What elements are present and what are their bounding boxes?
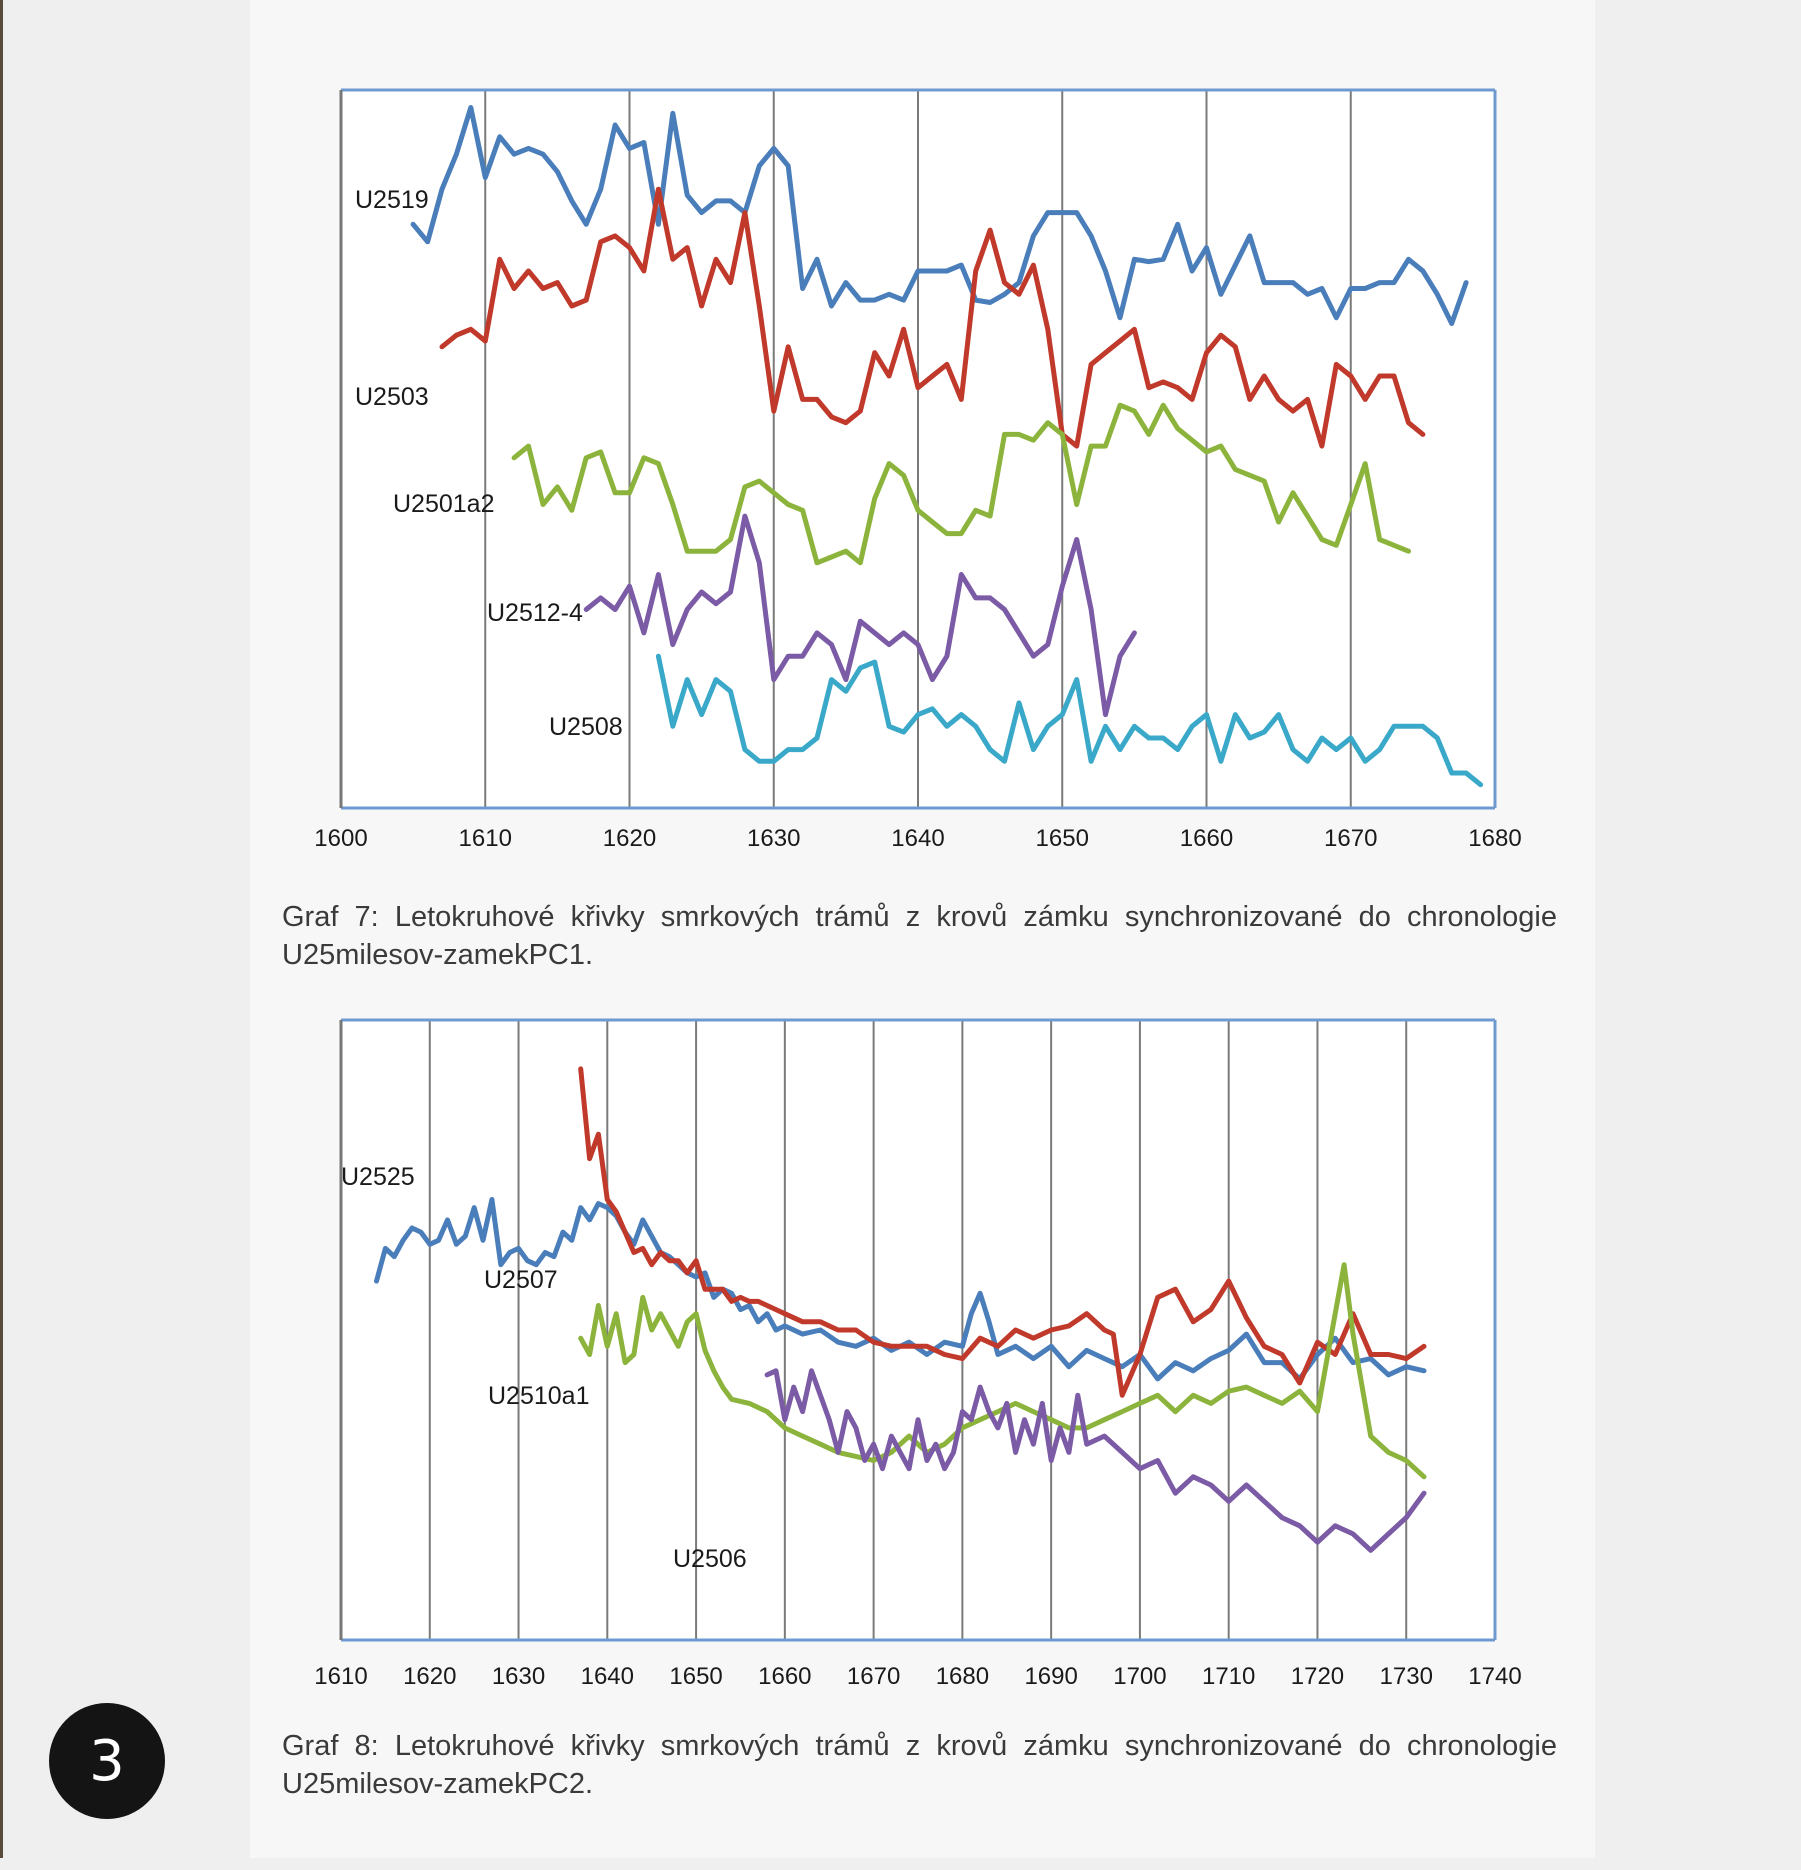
x-tick-label: 1620	[603, 825, 656, 852]
x-tick-label: 1720	[1291, 1663, 1344, 1690]
series-line-u2512-4	[583, 513, 1137, 718]
series-label-u2507: U2507	[484, 1266, 558, 1294]
x-tick-label: 1680	[936, 1663, 989, 1690]
series-line-u2525	[374, 1197, 1427, 1382]
page-number-badge: 3	[49, 1703, 165, 1819]
series-label-u2519: U2519	[355, 186, 429, 214]
caption-graf-7: Graf 7: Letokruhové křivky smrkových trá…	[282, 898, 1557, 974]
caption-graf-8-line1: Graf 8: Letokruhové křivky smrkových trá…	[282, 1730, 1557, 1762]
x-tick-label: 1620	[403, 1663, 456, 1690]
x-tick-label: 1670	[847, 1663, 900, 1690]
x-tick-label: 1650	[1036, 825, 1089, 852]
series-label-u2506: U2506	[673, 1545, 747, 1573]
x-tick-label: 1660	[758, 1663, 811, 1690]
x-tick-label: 1730	[1380, 1663, 1433, 1690]
series-line-u2519	[410, 105, 1469, 326]
caption-graf-7-line2: U25milesov-zamekPC1.	[282, 939, 594, 971]
caption-graf-8: Graf 8: Letokruhové křivky smrkových trá…	[282, 1727, 1557, 1803]
series-label-u2512-4: U2512-4	[487, 599, 583, 627]
x-tick-label: 1660	[1180, 825, 1233, 852]
series-label-u2510a1: U2510a1	[488, 1382, 589, 1410]
series-line-u2506	[764, 1368, 1427, 1553]
series-label-u2525: U2525	[341, 1163, 415, 1191]
x-tick-label: 1690	[1024, 1663, 1077, 1690]
x-tick-label: 1630	[747, 825, 800, 852]
series-line-u2503	[439, 186, 1426, 449]
x-tick-label: 1740	[1468, 1663, 1521, 1690]
chart-graf-7: 1600 1610 1620 1630 1640 1650 1660 1670 1680 U251…	[314, 88, 1522, 852]
x-tick-label: 1600	[314, 825, 367, 852]
x-tick-label: 1610	[459, 825, 512, 852]
series-label-u2508: U2508	[549, 713, 623, 741]
series-label-u2501a2: U2501a2	[393, 490, 494, 518]
x-tick-label: 1630	[492, 1663, 545, 1690]
x-tick-label: 1650	[669, 1663, 722, 1690]
x-tick-label: 1710	[1202, 1663, 1255, 1690]
page-edge	[0, 0, 3, 1858]
x-tick-label: 1610	[314, 1663, 367, 1690]
chart-graf-8: 1610 1620 1630 1640 1650 1660 1670 1680 1690 1700…	[314, 1018, 1522, 1690]
x-tick-label: 1640	[891, 825, 944, 852]
x-tick-label: 1640	[581, 1663, 634, 1690]
x-tick-label: 1670	[1324, 825, 1377, 852]
caption-graf-8-line2: U25milesov-zamekPC2.	[282, 1768, 594, 1800]
series-label-u2503: U2503	[355, 383, 429, 411]
x-tick-label: 1680	[1468, 825, 1521, 852]
x-tick-label: 1700	[1113, 1663, 1166, 1690]
series-line-u2508	[655, 653, 1484, 788]
caption-graf-7-line1: Graf 7: Letokruhové křivky smrkových trá…	[282, 901, 1557, 933]
plot-area	[341, 1020, 1495, 1640]
series-line-u2507	[578, 1066, 1427, 1398]
series-line-u2501a2	[511, 402, 1411, 566]
